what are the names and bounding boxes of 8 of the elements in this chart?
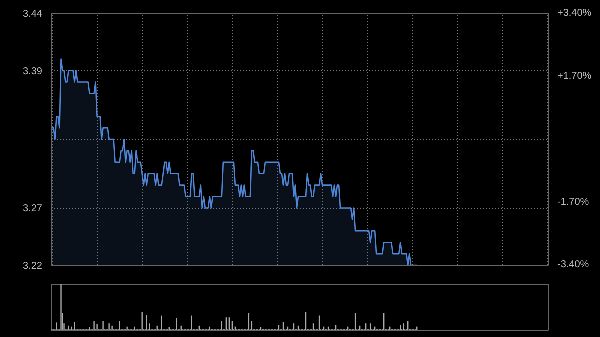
- y-tick-label: 3.27: [23, 204, 43, 215]
- y-tick-label: 3.39: [23, 66, 43, 78]
- y2-tick-label: +1.70%: [558, 71, 592, 82]
- y-tick-label: 3.44: [23, 9, 43, 20]
- y2-tick-label: -1.70%: [558, 197, 590, 208]
- y-tick-label: 3.22: [23, 261, 43, 272]
- y2-tick-label: +3.40%: [558, 8, 592, 19]
- y2-tick-label: -3.40%: [558, 260, 590, 270]
